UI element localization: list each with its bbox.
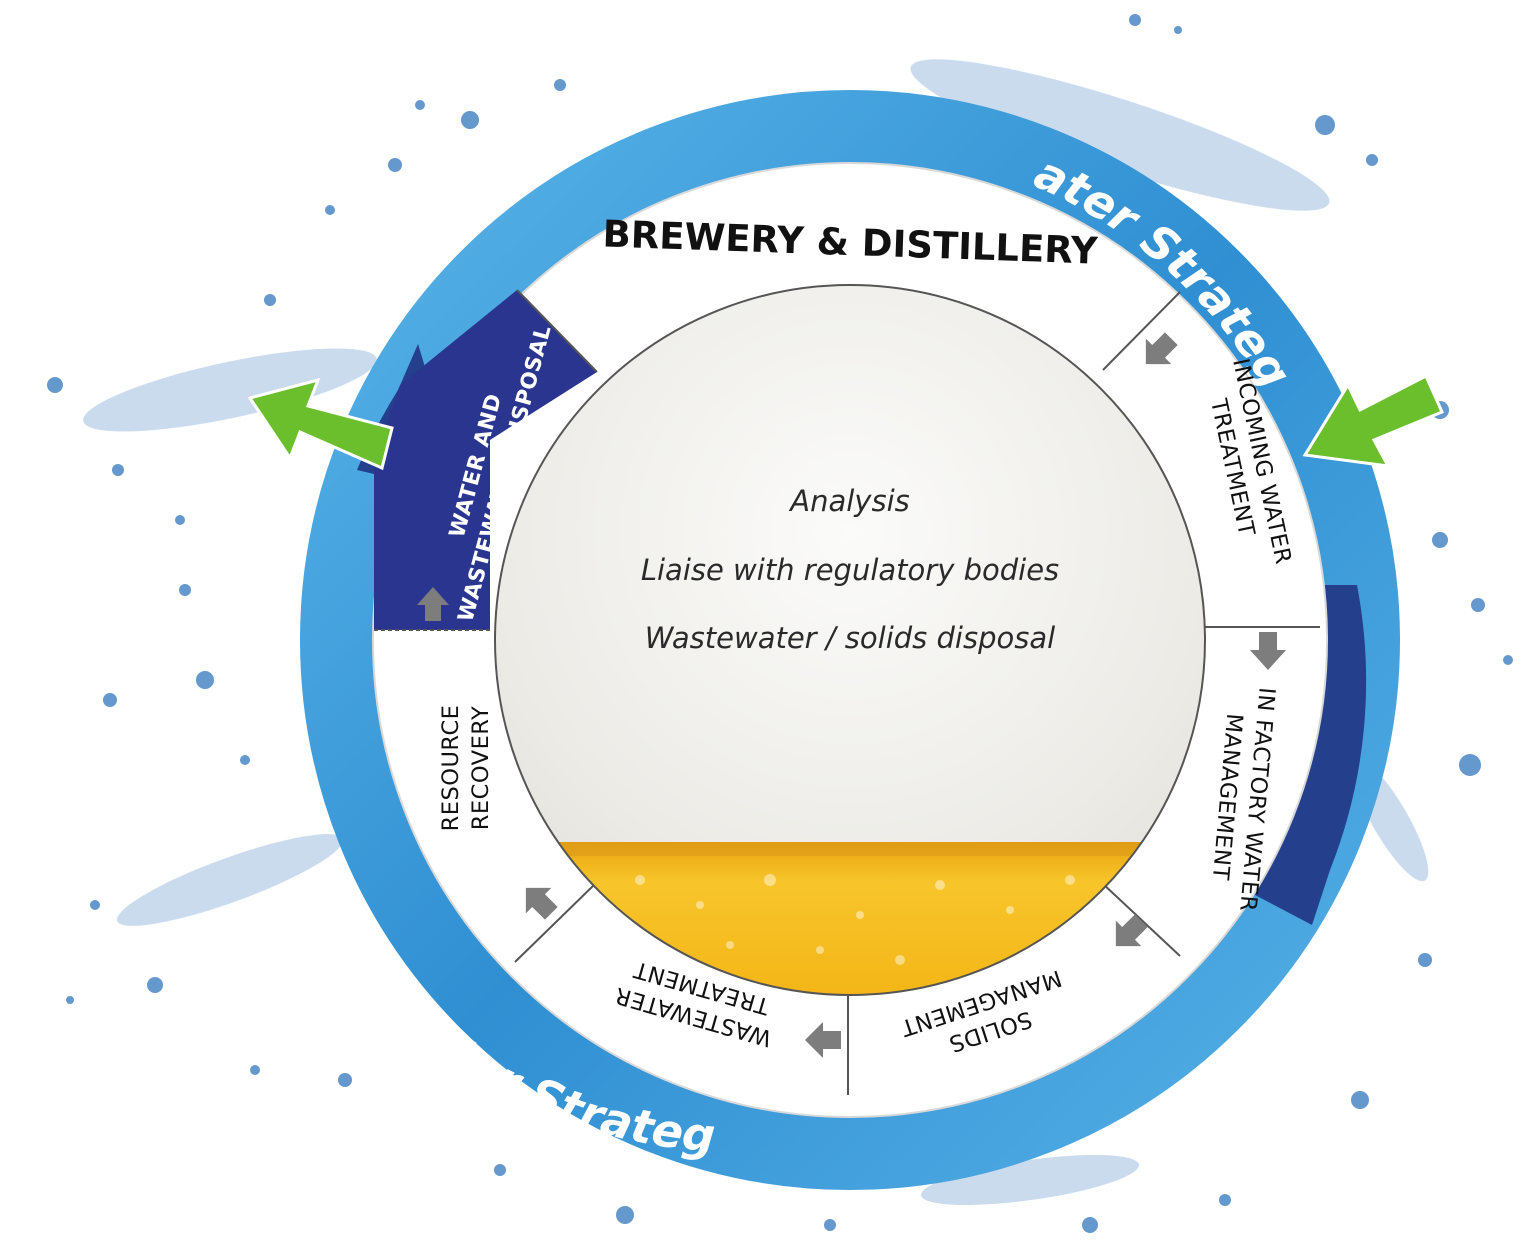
green-arrow-out	[247, 377, 394, 471]
flow-arrow-2	[1250, 632, 1286, 670]
segment-resource-line-2: RECOVERY	[468, 706, 494, 830]
segment-dividers	[374, 289, 1320, 1095]
segment-disposal-highlight	[374, 290, 597, 630]
center-text-line-1: Analysis	[788, 484, 909, 518]
green-arrow-in	[1302, 373, 1444, 468]
flow-arrow-1	[1145, 332, 1178, 365]
segment-resource-line-1: RESOURCE	[438, 705, 464, 832]
flow-arrows	[417, 332, 1286, 1058]
flow-arrow-4	[805, 1022, 841, 1058]
inner-circle-border	[494, 284, 1206, 996]
center-text-line-3: Wastewater / solids disposal	[645, 621, 1055, 655]
flow-arrow-6	[417, 587, 449, 621]
segment-resource: RESOURCE RECOVERY	[438, 705, 494, 832]
water-splash-decoration	[47, 14, 1513, 1233]
center-text-line-2: Liaise with regulatory bodies	[641, 553, 1059, 587]
flow-arrow-5	[525, 887, 558, 920]
flow-arrow-3	[1115, 914, 1148, 947]
